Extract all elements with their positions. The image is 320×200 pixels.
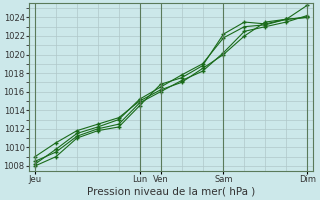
X-axis label: Pression niveau de la mer( hPa ): Pression niveau de la mer( hPa ) — [87, 187, 255, 197]
